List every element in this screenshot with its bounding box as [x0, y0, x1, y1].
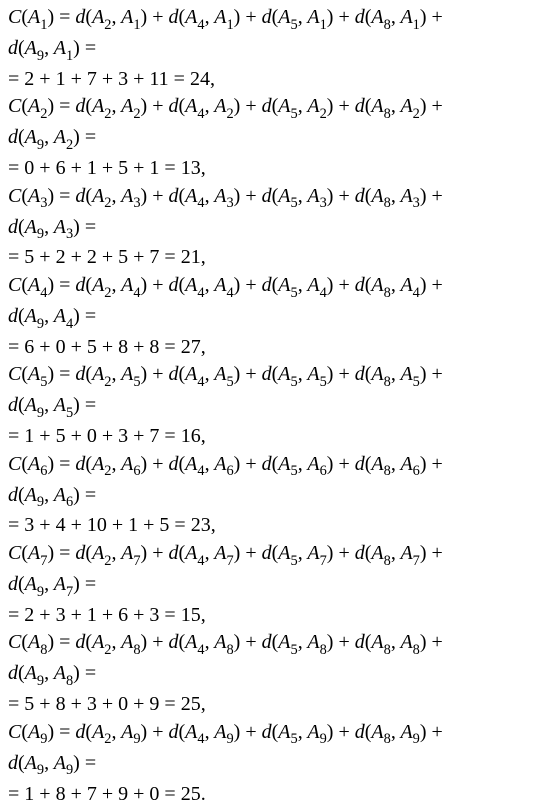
eq-line: C(A7) = d(A2, A7) + d(A4, A7) + d(A5, A7…: [8, 540, 525, 571]
eq-line: C(A2) = d(A2, A2) + d(A4, A2) + d(A5, A2…: [8, 93, 525, 124]
eq-line: C(A1) = d(A2, A1) + d(A4, A1) + d(A5, A1…: [8, 4, 525, 35]
eq-line: d(A9, A4) =: [8, 303, 525, 334]
eq-line: d(A9, A6) =: [8, 482, 525, 513]
eq-line: = 1 + 5 + 0 + 3 + 7 = 16,: [8, 423, 525, 451]
eq-line: = 6 + 0 + 5 + 8 + 8 = 27,: [8, 334, 525, 362]
eq-line: C(A3) = d(A2, A3) + d(A4, A3) + d(A5, A3…: [8, 183, 525, 214]
eq-line: = 3 + 4 + 10 + 1 + 5 = 23,: [8, 512, 525, 540]
eq-line: d(A9, A9) =: [8, 750, 525, 781]
eq-line: C(A6) = d(A2, A6) + d(A4, A6) + d(A5, A6…: [8, 451, 525, 482]
eq-line: C(A5) = d(A2, A5) + d(A4, A5) + d(A5, A5…: [8, 361, 525, 392]
math-equations-block: C(A1) = d(A2, A1) + d(A4, A1) + d(A5, A1…: [8, 4, 525, 808]
eq-line: = 2 + 3 + 1 + 6 + 3 = 15,: [8, 602, 525, 630]
eq-line: = 1 + 8 + 7 + 9 + 0 = 25.: [8, 781, 525, 808]
eq-line: C(A8) = d(A2, A8) + d(A4, A8) + d(A5, A8…: [8, 629, 525, 660]
eq-line: = 0 + 6 + 1 + 5 + 1 = 13,: [8, 155, 525, 183]
eq-line: C(A4) = d(A2, A4) + d(A4, A4) + d(A5, A4…: [8, 272, 525, 303]
eq-line: d(A9, A8) =: [8, 660, 525, 691]
eq-line: C(A9) = d(A2, A9) + d(A4, A9) + d(A5, A9…: [8, 719, 525, 750]
eq-line: d(A9, A7) =: [8, 571, 525, 602]
eq-line: = 5 + 8 + 3 + 0 + 9 = 25,: [8, 691, 525, 719]
eq-line: = 2 + 1 + 7 + 3 + 11 = 24,: [8, 66, 525, 94]
eq-line: d(A9, A3) =: [8, 214, 525, 245]
eq-line: d(A9, A2) =: [8, 124, 525, 155]
eq-line: d(A9, A5) =: [8, 392, 525, 423]
eq-line: = 5 + 2 + 2 + 5 + 7 = 21,: [8, 244, 525, 272]
eq-line: d(A9, A1) =: [8, 35, 525, 66]
